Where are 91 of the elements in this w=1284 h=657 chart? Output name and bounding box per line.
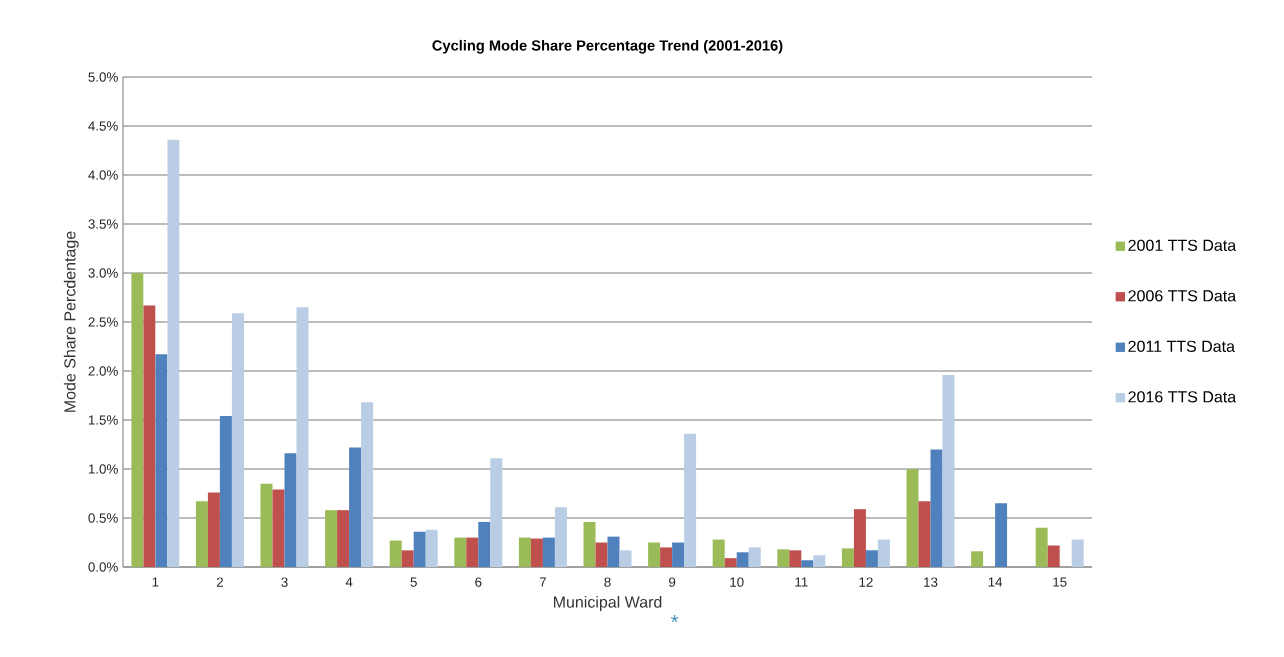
bar [906,469,919,567]
bar [865,550,878,567]
x-tick-label: 8 [604,577,611,587]
bar [272,489,285,567]
bar [554,507,567,567]
text: * [671,615,679,623]
y-tick-label: 0.0% [88,562,118,572]
y-tick-label: 2.0% [88,366,118,376]
x-tick-label: 14 [988,577,1003,587]
bar [296,307,309,567]
bar [660,547,673,567]
bar [167,139,180,567]
bar [425,529,438,567]
bar [454,537,467,567]
bar [853,509,866,567]
bar [195,501,208,567]
bar [648,542,661,567]
bar [260,483,273,567]
x-tick-label: 11 [795,577,808,587]
bar [413,531,426,567]
y-tick-label: 4.5% [88,121,118,131]
bar [918,501,931,567]
y-tick-label: 3.5% [88,219,118,229]
bar [361,402,374,567]
bar [284,453,297,567]
bar [748,547,761,567]
bar [518,537,531,567]
bar [684,433,697,567]
bar [1035,527,1048,567]
bar [995,503,1008,567]
chart-title: Cycling Mode Share Percentage Trend (2001-2016) [432,39,783,54]
legend-label: 2006 TTS Data [1128,290,1237,302]
bar [801,560,814,567]
bar [349,447,362,567]
bar [542,537,555,567]
x-tick-label: 2 [216,577,223,587]
bar [337,510,350,567]
x-tick-label: 5 [410,577,417,587]
x-tick-label: 9 [669,577,676,587]
y-axis-title: Mode Share Percdentage [63,231,79,412]
x-tick-label: 7 [539,577,546,587]
x-tick-label: 6 [475,577,482,587]
bar [877,539,890,567]
bar [942,374,955,567]
legend-label: 2016 TTS Data [1128,391,1237,403]
y-tick-label: 4.0% [88,170,118,180]
bar [619,550,632,567]
bar [219,416,232,567]
bar [813,555,826,567]
x-tick-label: 1 [152,577,159,587]
bar [583,521,596,567]
bar [207,492,220,567]
y-tick-label: 1.5% [88,415,118,425]
bar [672,542,685,567]
bar [478,521,491,567]
legend-label: 2001 TTS Data [1128,239,1237,251]
bar [530,538,543,567]
x-tick-label: 10 [730,577,744,587]
bar [155,354,168,567]
bar [595,542,608,567]
bar [231,313,244,567]
bar [1071,539,1084,567]
x-axis-title: Municipal Ward [553,596,662,611]
bar [607,536,620,567]
bar [724,558,737,567]
x-tick-label: 13 [924,577,938,587]
legend-label: 2011 TTS Data [1128,340,1235,352]
y-tick-label: 1.0% [88,464,118,474]
bar [841,548,854,567]
bar [736,552,749,567]
bar [789,550,802,567]
bar [930,449,943,567]
y-tick-label: 3.0% [88,268,118,278]
x-tick-label: 3 [281,577,288,587]
bar [777,549,790,567]
bar [389,540,402,567]
bar [401,550,414,567]
bar [971,551,984,567]
bar [490,458,503,567]
y-tick-label: 5.0% [88,72,118,82]
y-tick-label: 0.5% [88,513,118,523]
y-tick-label: 2.5% [88,317,118,327]
x-tick-label: 4 [345,577,353,587]
bar [325,510,338,567]
bar [143,305,156,567]
bar [466,537,479,567]
x-tick-label: 12 [859,577,873,587]
bar [712,539,725,567]
bar [131,273,144,567]
x-tick-label: 15 [1053,577,1067,587]
bar [1047,545,1060,567]
